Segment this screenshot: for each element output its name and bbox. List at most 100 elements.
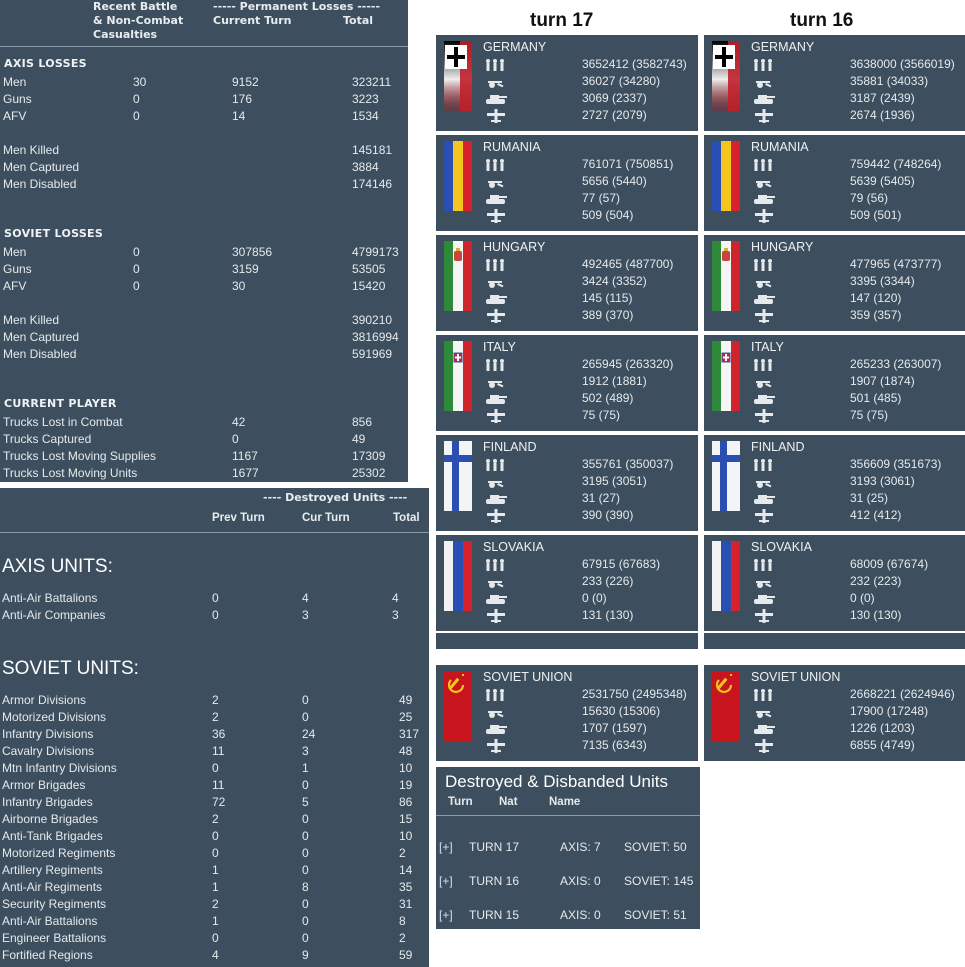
- aircraft-icon: [484, 409, 508, 423]
- nation-name: SOVIET UNION: [483, 670, 573, 684]
- men-value: 492465 (487700): [582, 257, 674, 271]
- recent-value: 0: [133, 245, 140, 259]
- unit-label: Infantry Divisions: [2, 727, 94, 741]
- men-icon: [484, 558, 508, 572]
- flag-icon: [444, 141, 472, 211]
- total-value: 15420: [352, 279, 386, 293]
- air-value: 509 (504): [582, 208, 634, 222]
- unit-label: Armor Divisions: [2, 693, 87, 707]
- cur-value: 5: [302, 795, 309, 809]
- cur-value: 0: [302, 914, 309, 928]
- total-value: 856: [352, 415, 373, 429]
- unit-label: Anti-Air Regiments: [2, 880, 103, 894]
- men-value: 68009 (67674): [850, 557, 929, 571]
- nation-name: GERMANY: [483, 40, 547, 54]
- men-icon: [752, 258, 776, 272]
- men-value: 356609 (351673): [850, 457, 942, 471]
- aircraft-icon: [752, 739, 776, 753]
- row-label: Guns: [3, 262, 32, 276]
- afv-value: 77 (57): [582, 191, 621, 205]
- flag-icon: [712, 671, 740, 741]
- air-value: 7135 (6343): [582, 738, 647, 752]
- row-label: Men Captured: [3, 330, 80, 344]
- air-value: 6855 (4749): [850, 738, 915, 752]
- air-value: 2727 (2079): [582, 108, 647, 122]
- turn17-title: turn 17: [530, 10, 594, 31]
- prev-value: 1: [212, 863, 219, 877]
- afv-value: 0 (0): [582, 591, 607, 605]
- prev-value: 36: [212, 727, 226, 741]
- row-label: Guns: [3, 92, 32, 106]
- flag-icon: [712, 41, 740, 111]
- expand-button[interactable]: [+]: [439, 908, 453, 922]
- expand-button[interactable]: [+]: [439, 840, 453, 854]
- tank-icon: [484, 592, 508, 606]
- unit-label: Motorized Divisions: [2, 710, 107, 724]
- disbanded-title: Destroyed & Disbanded Units: [445, 772, 669, 791]
- current-value: 0: [232, 432, 239, 446]
- afv-value: 501 (485): [850, 391, 902, 405]
- unit-label: Infantry Brigades: [2, 795, 93, 809]
- tank-icon: [484, 192, 508, 206]
- nation-box-slovakia: SLOVAKIA 68009 (67674) 232 (223) 0 (0) 130 (…: [704, 535, 965, 631]
- total-value: 19: [399, 778, 413, 792]
- men-icon: [484, 688, 508, 702]
- tank-icon: [752, 292, 776, 306]
- afv-value: 31 (25): [850, 491, 889, 505]
- soviet-count: SOVIET: 50: [624, 840, 687, 854]
- men-icon: [752, 458, 776, 472]
- recent-value: 30: [133, 75, 147, 89]
- men-icon: [484, 358, 508, 372]
- total-value: 15: [399, 812, 413, 826]
- current-value: 9152: [232, 75, 259, 89]
- afv-value: 145 (115): [582, 291, 633, 305]
- unit-label: Cavalry Divisions: [2, 744, 95, 758]
- tank-icon: [752, 392, 776, 406]
- spacer-row: [704, 633, 965, 649]
- total-value: 14: [399, 863, 413, 877]
- nation-name: HUNGARY: [483, 240, 546, 254]
- cur-value: 0: [302, 693, 309, 707]
- cur-value: 0: [302, 863, 309, 877]
- col-total-header: Total: [393, 512, 420, 524]
- spacer-row: [436, 633, 698, 649]
- men-icon: [752, 558, 776, 572]
- total-value: 48: [399, 744, 413, 758]
- col-recent-line3: Casualties: [93, 28, 158, 41]
- divider: [436, 815, 700, 816]
- nation-name: SLOVAKIA: [751, 540, 812, 554]
- axis-count: AXIS: 0: [560, 874, 601, 888]
- expand-button[interactable]: [+]: [439, 874, 453, 888]
- men-icon: [484, 158, 508, 172]
- total-value: 25302: [352, 466, 386, 480]
- air-value: 509 (501): [850, 208, 902, 222]
- nation-name: SOVIET UNION: [751, 670, 841, 684]
- disbanded-row: [+] TURN 16 AXIS: 0 SOVIET: 145: [436, 874, 700, 891]
- air-value: 389 (370): [582, 308, 634, 322]
- col-current-header: Current Turn: [213, 14, 292, 27]
- nation-box-hungary: HUNGARY 477965 (473777) 3395 (3344) 147 (12…: [704, 235, 965, 331]
- unit-label: Security Regiments: [2, 897, 107, 911]
- men-icon: [484, 258, 508, 272]
- men-value: 355761 (350037): [582, 457, 674, 471]
- total-value: 317: [399, 727, 420, 741]
- nation-box-rumania: RUMANIA 759442 (748264) 5639 (5405) 79 (56)…: [704, 135, 965, 231]
- total-value: 323211: [352, 75, 392, 89]
- gun-icon: [484, 175, 508, 189]
- men-value: 2668221 (2624946): [850, 687, 955, 701]
- total-value: 25: [399, 710, 413, 724]
- total-value: 3: [392, 608, 399, 622]
- total-value: 174146: [352, 177, 393, 191]
- air-value: 390 (390): [582, 508, 634, 522]
- row-label: Trucks Lost Moving Supplies: [3, 449, 156, 463]
- gun-icon: [484, 275, 508, 289]
- men-icon: [752, 358, 776, 372]
- tank-icon: [752, 722, 776, 736]
- afv-value: 31 (27): [582, 491, 621, 505]
- cur-value: 3: [302, 608, 309, 622]
- current-value: 1167: [232, 449, 258, 463]
- total-value: 49: [399, 693, 413, 707]
- men-value: 2531750 (2495348): [582, 687, 687, 701]
- cur-value: 1: [302, 761, 309, 775]
- flag-icon: [712, 141, 740, 211]
